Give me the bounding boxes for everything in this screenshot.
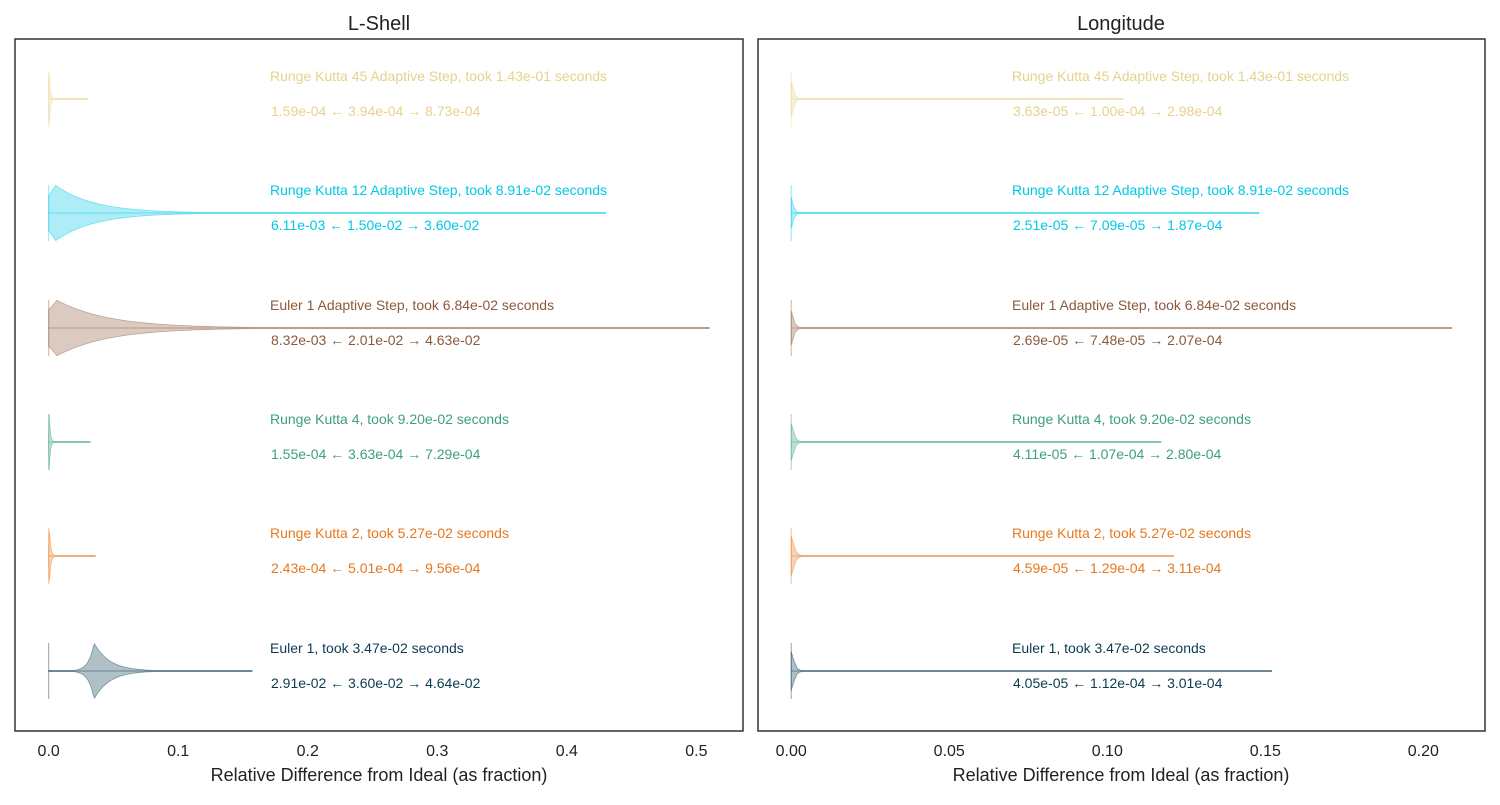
series-stats: 1.59e-04 ← 3.94e-04 → 8.73e-04: [271, 103, 481, 119]
panel-l-shell: L-Shell Relative Difference from Ideal (…: [14, 13, 744, 785]
x-tick-label: 0.4: [556, 743, 578, 760]
violin-body: [48, 73, 88, 125]
panel-title: Longitude: [1077, 13, 1165, 35]
x-tick-label: 0.2: [297, 743, 319, 760]
x-tick-label: 0.00: [776, 743, 807, 760]
violin-body: [48, 531, 96, 581]
x-tick-label: 0.0: [38, 743, 60, 760]
violin-body: [790, 197, 1260, 229]
series-label: Runge Kutta 2, took 5.27e-02 seconds: [270, 525, 509, 541]
series-stats: 2.43e-04 ← 5.01e-04 → 9.56e-04: [271, 560, 481, 576]
series-label: Runge Kutta 12 Adaptive Step, took 8.91e…: [270, 182, 607, 198]
series-stats: 6.11e-03 ← 1.50e-02 → 3.60e-02: [271, 217, 480, 233]
series-stats: 4.59e-05 ← 1.29e-04 → 3.11e-04: [1013, 560, 1222, 576]
series-label: Euler 1, took 3.47e-02 seconds: [270, 640, 464, 656]
violin-body: [790, 310, 1453, 346]
series-stats: 4.11e-05 ← 1.07e-04 → 2.80e-04: [1013, 446, 1222, 462]
series-stats: 8.32e-03 ← 2.01e-02 → 4.63e-02: [271, 332, 481, 348]
x-tick-label: 0.10: [1092, 743, 1123, 760]
x-tick-label: 0.05: [934, 743, 965, 760]
series-label: Runge Kutta 12 Adaptive Step, took 8.91e…: [1012, 182, 1349, 198]
x-tick-label: 0.3: [426, 743, 448, 760]
x-tick-label: 0.1: [167, 743, 189, 760]
plot-frame: [14, 38, 744, 732]
x-tick-label: 0.15: [1250, 743, 1281, 760]
series-label: Runge Kutta 2, took 5.27e-02 seconds: [1012, 525, 1251, 541]
series-label: Euler 1 Adaptive Step, took 6.84e-02 sec…: [1012, 297, 1296, 313]
series-label: Runge Kutta 45 Adaptive Step, took 1.43e…: [270, 68, 607, 84]
series-stats: 3.63e-05 ← 1.00e-04 → 2.98e-04: [1013, 103, 1223, 119]
series-label: Runge Kutta 45 Adaptive Step, took 1.43e…: [1012, 68, 1349, 84]
violin-body: [48, 642, 253, 700]
violin-body: [790, 536, 1175, 576]
violin-body: [48, 413, 91, 471]
series-stats: 2.91e-02 ← 3.60e-02 → 4.64e-02: [271, 675, 481, 691]
series-stats: 2.69e-05 ← 7.48e-05 → 2.07e-04: [1013, 332, 1223, 348]
panel-title: L-Shell: [348, 13, 410, 35]
series-label: Runge Kutta 4, took 9.20e-02 seconds: [1012, 411, 1251, 427]
violin-body: [790, 651, 1273, 691]
plot-frame: [757, 38, 1486, 732]
violin-body: [48, 184, 607, 242]
panel-longitude: Longitude Relative Difference from Ideal…: [757, 13, 1486, 785]
violin-body: [790, 81, 1124, 117]
series-stats: 2.51e-05 ← 7.09e-05 → 1.87e-04: [1013, 217, 1223, 233]
x-axis-label: Relative Difference from Ideal (as fract…: [211, 765, 548, 785]
series-stats: 4.05e-05 ← 1.12e-04 → 3.01e-04: [1013, 675, 1223, 691]
series-label: Euler 1, took 3.47e-02 seconds: [1012, 640, 1206, 656]
x-axis-label: Relative Difference from Ideal (as fract…: [953, 765, 1290, 785]
series-stats: 1.55e-04 ← 3.63e-04 → 7.29e-04: [271, 446, 481, 462]
violin-body: [48, 299, 710, 357]
series-label: Euler 1 Adaptive Step, took 6.84e-02 sec…: [270, 297, 554, 313]
series-label: Runge Kutta 4, took 9.20e-02 seconds: [270, 411, 509, 427]
x-tick-label: 0.5: [685, 743, 707, 760]
x-tick-label: 0.20: [1408, 743, 1439, 760]
violin-body: [790, 423, 1162, 461]
